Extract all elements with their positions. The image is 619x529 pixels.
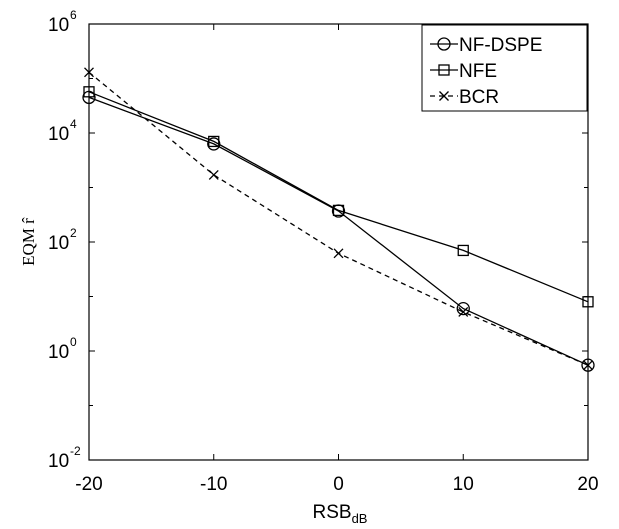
data-point-nfe (208, 135, 220, 148)
legend-label-nf-dspe: NF-DSPE (459, 35, 542, 56)
data-point-nf-dspe (456, 301, 470, 316)
x-tick-label: -20 (75, 474, 102, 495)
legend: NF-DSPE NFE BCR (421, 24, 588, 112)
data-point-bcr-stroke-b (208, 169, 219, 180)
data-point-bcr-stroke-b (84, 67, 94, 78)
y-tick-exponent: 6 (70, 8, 77, 22)
data-point-bcr-stroke-b (458, 307, 469, 317)
x-axis-label: RSBdB (313, 502, 368, 526)
x-axis-label-sub: dB (352, 511, 368, 526)
data-point-bcr (333, 248, 344, 259)
data-point-bcr (458, 307, 469, 317)
data-point-nfe (83, 86, 95, 98)
data-point-nf-dspe (207, 137, 221, 151)
series-line-nf-dspe (88, 96, 589, 366)
legend-label-bcr: BCR (459, 87, 499, 108)
y-tick-label: 10 (48, 124, 69, 145)
series-line-bcr (88, 71, 589, 366)
data-point-bcr (208, 169, 219, 180)
series-layer (82, 67, 595, 372)
legend-marker-nf-dspe (437, 37, 451, 51)
y-tick-exponent: 2 (70, 226, 77, 240)
y-tick-label: 10 (48, 342, 69, 363)
legend-marker-nfe (438, 64, 450, 76)
x-tick-label: 0 (333, 474, 344, 495)
x-tick-label: -10 (200, 474, 227, 495)
y-tick-label: 10 (48, 15, 69, 36)
y-tick-exponent: 4 (70, 117, 77, 131)
x-axis-label-main: RSB (313, 502, 352, 523)
legend-label-nfe: NFE (459, 61, 497, 82)
data-point-nfe (582, 296, 594, 308)
x-tick-label: 10 (453, 474, 474, 495)
data-point-nf-dspe (82, 90, 96, 105)
data-point-bcr (84, 67, 94, 78)
series-line-nfe (88, 91, 589, 303)
legend-marker-bcr-stroke-b (439, 91, 449, 101)
data-point-nfe (457, 244, 469, 257)
y-axis-label: EQM r̂ (19, 217, 38, 266)
data-point-bcr-stroke-b (333, 248, 344, 259)
data-point-nf-dspe (581, 358, 595, 372)
data-point-nfe (332, 204, 345, 217)
y-tick-label: 10 (48, 233, 69, 254)
y-tick-exponent: 0 (70, 335, 77, 349)
x-tick-label: 20 (577, 474, 598, 495)
y-tick-exponent: -2 (70, 444, 81, 458)
data-point-bcr-stroke-b (583, 360, 593, 371)
y-tick-label: 10 (48, 451, 69, 472)
data-point-bcr (583, 360, 593, 371)
legend-marker-bcr (439, 91, 449, 101)
